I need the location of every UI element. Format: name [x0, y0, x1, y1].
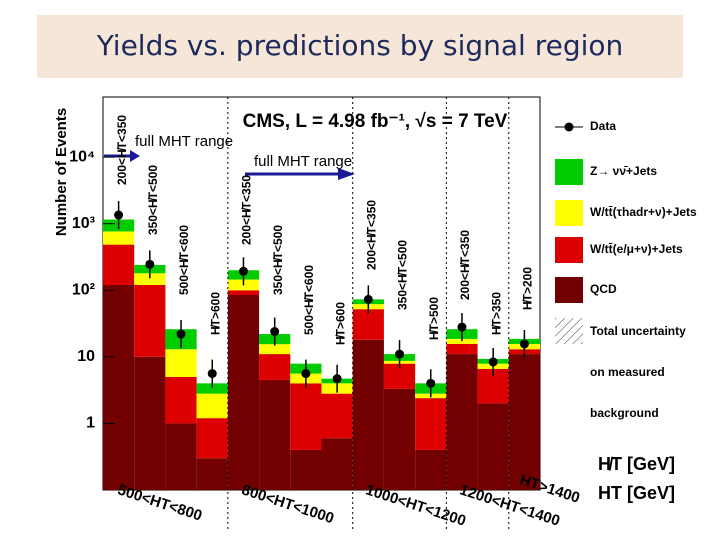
- data-point: [426, 378, 436, 388]
- arrow-head: [130, 150, 140, 162]
- annotation: full MHT range: [254, 153, 352, 170]
- legend-marker: [564, 122, 574, 132]
- bar-segment: [321, 438, 353, 490]
- x-axis-label: HT [GeV]: [598, 483, 675, 503]
- data-point: [519, 339, 529, 349]
- bar-segment: [352, 309, 384, 340]
- bar-segment: [165, 349, 197, 377]
- bar-segment: [259, 344, 291, 355]
- bar-segment: [477, 403, 509, 490]
- bar-segment: [321, 393, 353, 439]
- bar-segment: [134, 356, 166, 490]
- bin-label: 350<H̸T<500: [146, 165, 160, 235]
- bar-segment: [227, 294, 260, 490]
- data-point: [332, 374, 342, 384]
- plot-title: CMS, L = 4.98 fb⁻¹, √s = 7 TeV: [243, 111, 508, 132]
- bar-segment: [103, 285, 135, 490]
- bin-label: 200<H̸T<350: [458, 230, 472, 300]
- bar-segment: [165, 423, 197, 490]
- bar-segment: [446, 338, 478, 344]
- y-tick-label: 10²: [72, 281, 95, 298]
- bar-segment: [446, 343, 478, 355]
- data-point: [145, 259, 155, 269]
- bar-segment: [290, 449, 322, 490]
- bin-label: 350<H̸T<500: [271, 225, 285, 295]
- bin-label: H̸T>200: [521, 267, 535, 310]
- legend-label: background: [590, 406, 659, 420]
- y-tick-label: 1: [86, 415, 95, 432]
- slide-title: Yields vs. predictions by signal region: [96, 29, 624, 62]
- legend-swatch: [555, 318, 583, 344]
- bin-label: H̸T>600: [208, 292, 222, 335]
- legend-label: Data: [590, 119, 616, 133]
- bin-label: 500<H̸T<600: [302, 265, 316, 335]
- bar-segment: [227, 290, 260, 295]
- title-box: [37, 15, 683, 78]
- data-point: [114, 210, 124, 220]
- bin-label: H̸T>500: [427, 297, 441, 340]
- bar-segment: [446, 354, 478, 490]
- legend-swatch: [555, 200, 583, 226]
- data-point: [457, 322, 467, 332]
- bar-segment: [290, 383, 322, 450]
- legend-label: Total uncertainty: [590, 324, 686, 338]
- plot: [103, 219, 540, 490]
- bin-label: 200<H̸T<350: [240, 175, 254, 245]
- bar-segment: [134, 273, 166, 286]
- bar-segment: [383, 388, 416, 490]
- bar-segment: [508, 354, 540, 490]
- data-point: [270, 327, 280, 337]
- data-point: [301, 369, 311, 379]
- y-axis-label: Number of Events: [53, 108, 70, 236]
- bar-segment: [415, 398, 447, 450]
- bar-segment: [134, 285, 166, 357]
- legend-label: QCD: [590, 282, 617, 296]
- bin-label: 350<H̸T<500: [396, 240, 410, 310]
- bin-label: 500<H̸T<600: [177, 225, 191, 295]
- legend-swatch: [555, 277, 583, 303]
- data-point: [238, 266, 248, 276]
- x-axis-label: H̸T [GeV]: [598, 454, 675, 474]
- bar-segment: [259, 379, 291, 490]
- bar-segment: [352, 339, 384, 490]
- bin-label: 200<H̸T<350: [364, 200, 378, 270]
- bar-segment: [196, 418, 228, 459]
- legend-swatch: [555, 237, 583, 263]
- bar-segment: [103, 244, 135, 286]
- bar-segment: [196, 458, 228, 490]
- data-point: [363, 294, 373, 304]
- legend-label: on measured: [590, 365, 665, 379]
- bar-segment: [259, 354, 291, 380]
- annotation: full MHT range: [135, 133, 233, 150]
- data-point: [207, 369, 217, 379]
- bin-label: 200<H̸T<350: [115, 115, 129, 185]
- bin-label: H̸T>350: [489, 292, 503, 335]
- bin-label: H̸T>600: [333, 302, 347, 345]
- y-tick-label: 10³: [72, 215, 95, 232]
- bar-segment: [196, 393, 228, 419]
- data-point: [395, 349, 405, 359]
- y-tick-label: 10⁴: [69, 148, 95, 165]
- legend-label: W/tt̄(e/μ+ν)+Jets: [590, 242, 683, 256]
- y-tick-label: 10: [77, 348, 95, 365]
- data-point: [488, 357, 498, 367]
- bar-segment: [415, 449, 447, 490]
- legend-label: Z→ νν̄+Jets: [590, 164, 657, 178]
- data-point: [176, 329, 186, 339]
- bar-segment: [103, 231, 135, 245]
- bar-segment: [196, 383, 228, 394]
- arrow-head: [338, 168, 355, 180]
- legend-label: W/tt̄(τhadr+ν)+Jets: [590, 205, 697, 219]
- legend-swatch: [555, 159, 583, 185]
- bar-segment: [165, 376, 197, 424]
